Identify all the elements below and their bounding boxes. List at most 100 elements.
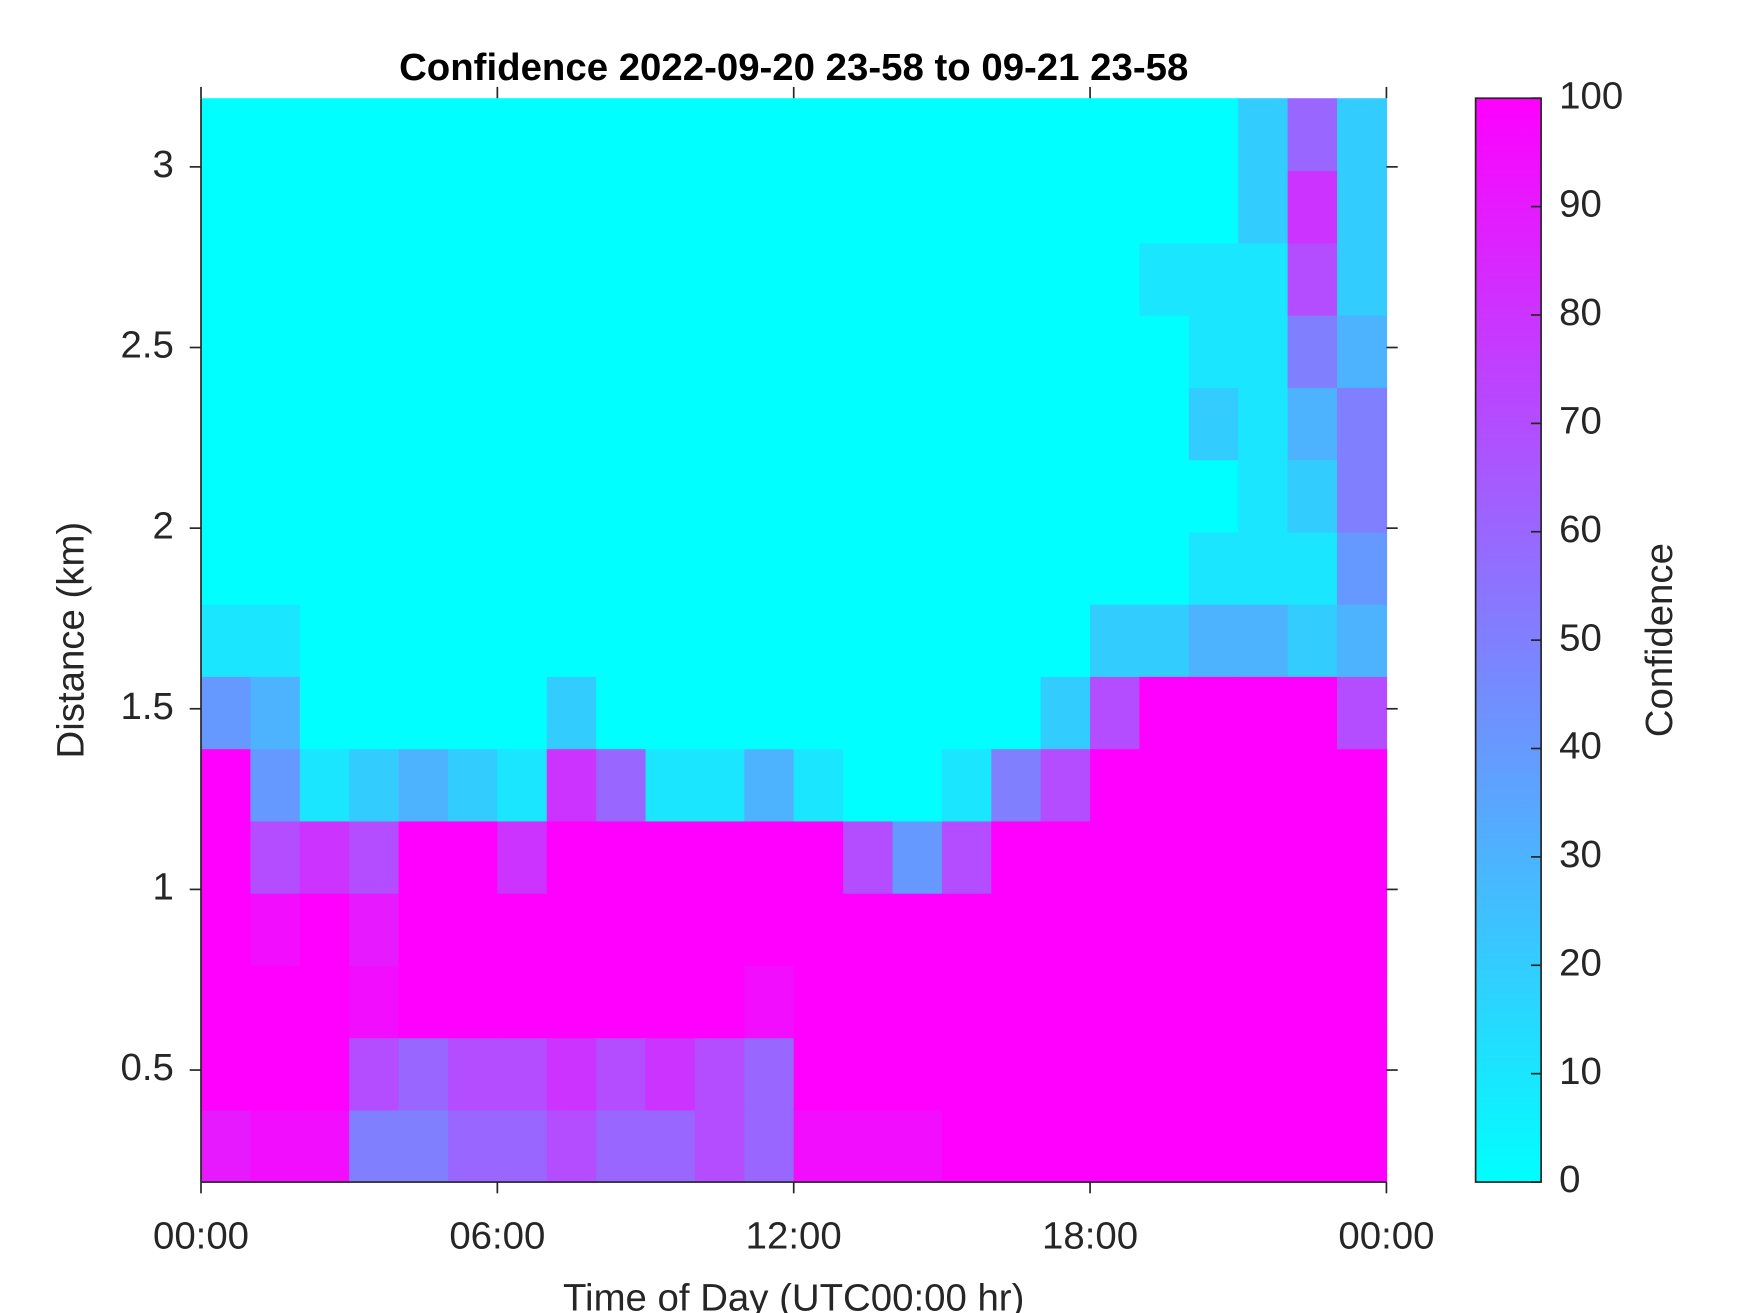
heatmap-cell <box>497 531 548 605</box>
heatmap-cell <box>1238 1037 1289 1111</box>
y-tick-label: 2.5 <box>121 324 174 367</box>
heatmap-cell <box>1188 387 1239 461</box>
heatmap-cell <box>843 748 894 822</box>
heatmap-cell <box>349 387 400 461</box>
heatmap-cell <box>1090 170 1141 244</box>
heatmap-cell <box>1337 242 1388 316</box>
heatmap-cell <box>201 676 252 750</box>
heatmap-cell <box>349 459 400 533</box>
heatmap-cell <box>1090 820 1141 894</box>
heatmap-cell <box>694 459 745 533</box>
heatmap-cell <box>1287 748 1338 822</box>
heatmap-cell <box>892 387 943 461</box>
y-tick-label: 3 <box>153 143 174 186</box>
heatmap-cell <box>546 1109 597 1183</box>
heatmap-cell <box>546 314 597 388</box>
chart-title: Confidence 2022-09-20 23-58 to 09-21 23-… <box>399 46 1188 89</box>
heatmap-cell <box>447 387 499 461</box>
heatmap-cell <box>1337 531 1388 605</box>
heatmap-cell <box>694 676 745 750</box>
heatmap-cell <box>991 748 1042 822</box>
heatmap-cell <box>941 459 992 533</box>
heatmap-cell <box>1139 1109 1190 1183</box>
heatmap-cell <box>1090 604 1141 677</box>
heatmap-cell <box>892 98 943 172</box>
heatmap-cell <box>447 1109 499 1183</box>
heatmap-cell <box>793 820 844 894</box>
heatmap-cell <box>1090 748 1141 822</box>
heatmap-cell <box>1090 314 1141 388</box>
heatmap-cell <box>1188 314 1239 388</box>
heatmap-cell <box>991 965 1042 1039</box>
heatmap-cell <box>497 1037 548 1111</box>
heatmap-cell <box>892 531 943 605</box>
heatmap-cell <box>1188 820 1239 894</box>
heatmap-cell <box>744 1109 795 1183</box>
heatmap-cell <box>596 1109 647 1183</box>
heatmap-cell <box>1040 387 1091 461</box>
heatmap-cell <box>447 965 499 1039</box>
heatmap-cell <box>497 242 548 316</box>
heatmap-cell <box>793 604 844 677</box>
heatmap-cell <box>1139 98 1190 172</box>
heatmap-cell <box>447 820 499 894</box>
heatmap-cell <box>497 965 548 1039</box>
heatmap-cell <box>1188 531 1239 605</box>
heatmap-cell <box>201 604 252 677</box>
heatmap-cell <box>744 1037 795 1111</box>
heatmap-cell <box>1188 893 1239 966</box>
heatmap-cell <box>991 893 1042 966</box>
heatmap-cell <box>744 893 795 966</box>
heatmap-cell <box>596 1037 647 1111</box>
heatmap-cell <box>645 98 696 172</box>
heatmap-cell <box>398 965 449 1039</box>
heatmap-cell <box>201 170 252 244</box>
heatmap-cell <box>398 98 449 172</box>
heatmap-cell <box>1287 1037 1338 1111</box>
heatmap-cell <box>744 748 795 822</box>
heatmap-cell <box>299 242 350 316</box>
heatmap-cell <box>1139 1037 1190 1111</box>
heatmap-cell <box>349 170 400 244</box>
heatmap-cell <box>843 893 894 966</box>
heatmap-cell <box>250 748 301 822</box>
heatmap-cell <box>1139 531 1190 605</box>
heatmap-cell <box>447 893 499 966</box>
heatmap-cell <box>1040 242 1091 316</box>
heatmap-cell <box>398 820 449 894</box>
heatmap-cell <box>1238 604 1289 677</box>
heatmap-cell <box>497 748 548 822</box>
heatmap-cell <box>447 604 499 677</box>
heatmap-cell <box>447 314 499 388</box>
heatmap-cell <box>941 170 992 244</box>
heatmap-cell <box>250 965 301 1039</box>
heatmap-cell <box>497 676 548 750</box>
heatmap-cell <box>1188 459 1239 533</box>
heatmap-cell <box>299 387 350 461</box>
heatmap-cell <box>941 387 992 461</box>
heatmap-cell <box>645 531 696 605</box>
heatmap-cell <box>1238 531 1289 605</box>
heatmap-cell <box>1238 459 1289 533</box>
heatmap-cell <box>991 242 1042 316</box>
heatmap-cell <box>546 98 597 172</box>
heatmap-cell <box>250 531 301 605</box>
heatmap-cell <box>349 820 400 894</box>
heatmap-cell <box>398 170 449 244</box>
heatmap-cell <box>1040 170 1091 244</box>
heatmap-cell <box>1337 604 1388 677</box>
heatmap-cell <box>546 676 597 750</box>
heatmap-cell <box>1139 459 1190 533</box>
heatmap-cell <box>546 387 597 461</box>
heatmap-cell <box>1090 387 1141 461</box>
heatmap-cell <box>546 604 597 677</box>
heatmap-cell <box>843 314 894 388</box>
heatmap-cell <box>744 98 795 172</box>
heatmap-cell <box>447 98 499 172</box>
heatmap-cell <box>744 170 795 244</box>
heatmap-cell <box>596 242 647 316</box>
heatmap-cell <box>447 1037 499 1111</box>
heatmap-cell <box>694 314 745 388</box>
heatmap-cell <box>596 748 647 822</box>
heatmap-cell <box>645 242 696 316</box>
